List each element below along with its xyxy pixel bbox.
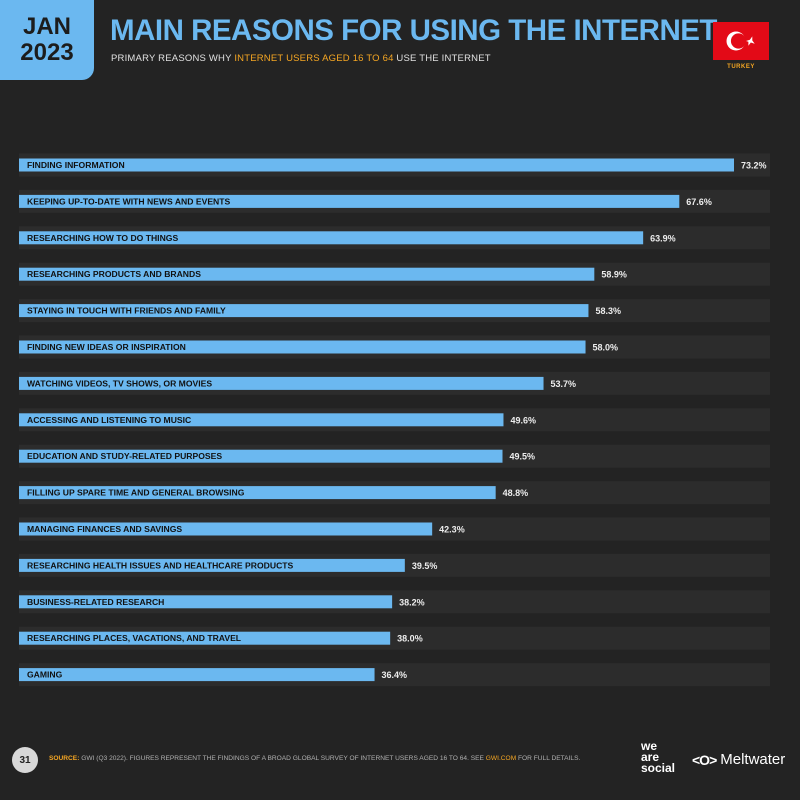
category-label: RESEARCHING HEALTH ISSUES AND HEALTHCARE… — [27, 560, 294, 570]
bar — [19, 668, 375, 682]
category-label: RESEARCHING PLACES, VACATIONS, AND TRAVE… — [27, 633, 241, 643]
category-label: ACCESSING AND LISTENING TO MUSIC — [27, 415, 191, 425]
turkey-flag-icon — [713, 22, 769, 60]
bar — [19, 231, 644, 245]
value-label: 73.2% — [741, 161, 767, 171]
subtitle-post: USE THE INTERNET — [393, 53, 491, 64]
bar — [19, 194, 680, 208]
bar — [19, 376, 544, 390]
category-label: FILLING UP SPARE TIME AND GENERAL BROWSI… — [27, 488, 245, 498]
value-label: 58.3% — [595, 306, 621, 316]
value-label: 67.6% — [686, 197, 712, 207]
logo-was-line1: we — [641, 739, 658, 753]
page-subtitle: PRIMARY REASONS WHY INTERNET USERS AGED … — [111, 53, 491, 64]
source-tail: FOR FULL DETAILS. — [516, 755, 581, 762]
page-title: MAIN REASONS FOR USING THE INTERNET — [110, 14, 717, 47]
country-label: TURKEY — [727, 64, 755, 70]
value-label: 38.2% — [399, 597, 425, 607]
category-label: BUSINESS-RELATED RESEARCH — [27, 597, 164, 607]
source-note: SOURCE: GWI (Q3 2022). FIGURES REPRESENT… — [49, 755, 580, 762]
bar — [19, 304, 589, 318]
bar — [19, 558, 405, 572]
value-label: 49.6% — [510, 415, 536, 425]
bar — [19, 413, 504, 427]
source-key: SOURCE: — [49, 755, 80, 762]
bar — [19, 595, 393, 609]
category-label: KEEPING UP-TO-DATE WITH NEWS AND EVENTS — [27, 196, 231, 206]
value-label: 49.5% — [510, 452, 536, 462]
we-are-social-logo: we are social — [641, 739, 676, 775]
category-label: RESEARCHING PRODUCTS AND BRANDS — [27, 269, 201, 279]
value-label: 42.3% — [439, 525, 465, 535]
value-label: 38.0% — [397, 634, 423, 644]
bar — [19, 340, 586, 354]
value-label: 63.9% — [650, 233, 676, 243]
value-label: 58.0% — [593, 343, 619, 353]
value-label: 58.9% — [601, 270, 627, 280]
source-link[interactable]: GWI.COM — [485, 755, 517, 762]
logo-was-line2: are — [641, 750, 660, 764]
page-number: 31 — [12, 747, 38, 773]
value-label: 53.7% — [551, 379, 577, 389]
category-label: GAMING — [27, 670, 63, 680]
meltwater-mark-icon: <O> — [692, 751, 717, 768]
value-label: 48.8% — [503, 488, 529, 498]
meltwater-name: Meltwater — [720, 751, 786, 768]
category-label: MANAGING FINANCES AND SAVINGS — [27, 524, 182, 534]
category-label: RESEARCHING HOW TO DO THINGS — [27, 233, 178, 243]
bar — [19, 631, 391, 645]
date-badge: JAN 2023 — [0, 0, 94, 80]
category-label: STAYING IN TOUCH WITH FRIENDS AND FAMILY — [27, 306, 226, 316]
bar — [19, 267, 595, 281]
bar — [19, 486, 496, 500]
bar — [19, 158, 734, 172]
bar — [19, 522, 433, 536]
value-label: 36.4% — [382, 670, 408, 680]
category-label: FINDING INFORMATION — [27, 160, 125, 170]
value-label: 39.5% — [412, 561, 438, 571]
category-label: FINDING NEW IDEAS OR INSPIRATION — [27, 342, 186, 352]
subtitle-pre: PRIMARY REASONS WHY — [111, 53, 235, 64]
date-month: JAN — [22, 13, 71, 40]
meltwater-logo: <O> Meltwater — [692, 751, 785, 768]
date-year: 2023 — [20, 39, 74, 66]
source-text: GWI (Q3 2022). FIGURES REPRESENT THE FIN… — [79, 755, 486, 762]
bar — [19, 449, 503, 463]
logo-was-line3: social — [641, 761, 676, 775]
category-label: EDUCATION AND STUDY-RELATED PURPOSES — [27, 451, 222, 461]
category-label: WATCHING VIDEOS, TV SHOWS, OR MOVIES — [27, 378, 212, 388]
subtitle-highlight: INTERNET USERS AGED 16 TO 64 — [234, 53, 394, 64]
